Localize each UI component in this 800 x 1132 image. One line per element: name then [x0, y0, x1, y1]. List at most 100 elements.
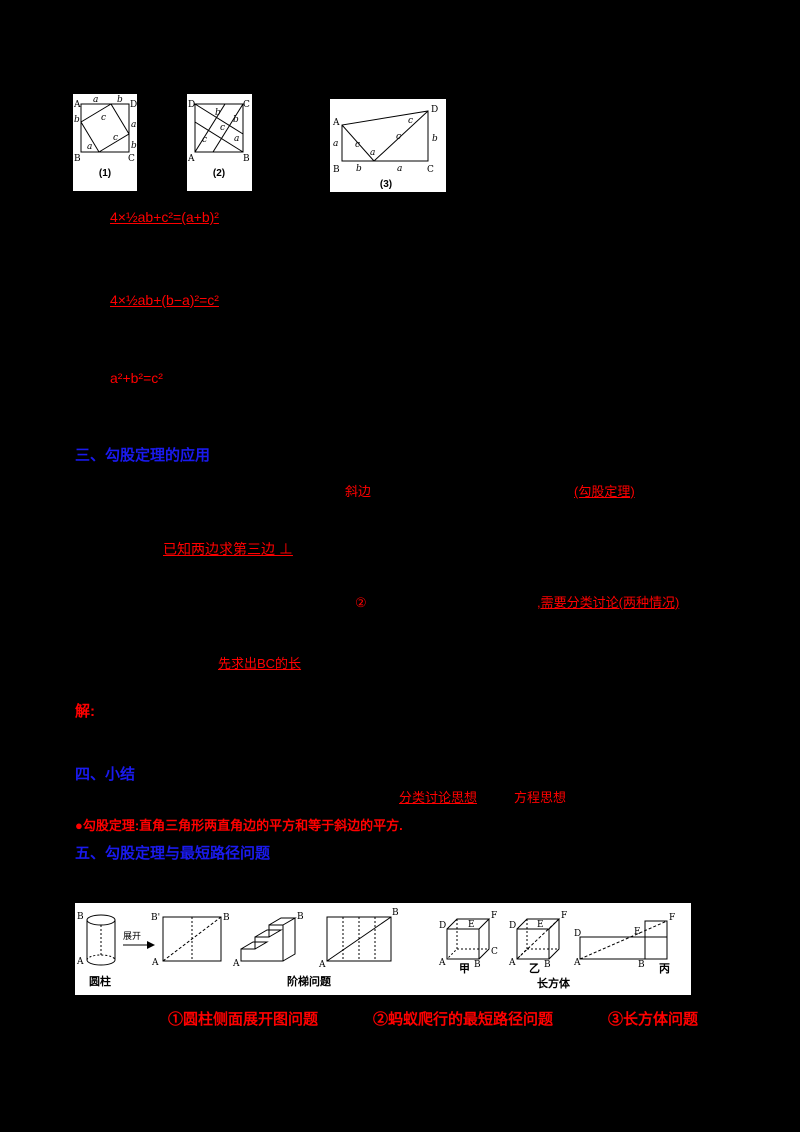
svg-text:a: a	[234, 134, 239, 144]
svg-text:A: A	[573, 958, 581, 968]
svg-text:B: B	[544, 960, 551, 970]
cuboid-yi-figure	[516, 918, 561, 960]
svg-text:c: c	[355, 140, 360, 150]
svg-text:D: D	[509, 921, 516, 931]
unroll-arrow	[123, 941, 155, 949]
staircase-flattened-rectangle	[326, 916, 392, 962]
svg-text:c: c	[113, 133, 118, 143]
svg-text:D: D	[574, 929, 581, 939]
svg-text:A: A	[151, 958, 159, 968]
cuboid-jia-tag: 甲	[459, 962, 470, 975]
svg-text:a: a	[397, 164, 402, 174]
svg-text:A: A	[332, 118, 340, 128]
square-with-crossing-cevians	[194, 103, 244, 153]
svg-text:E: E	[634, 927, 641, 937]
svg-text:A: A	[318, 960, 326, 970]
cylinder-figure	[86, 914, 116, 966]
svg-text:c: c	[408, 116, 413, 126]
equation-proof-2: 4×½ab+(b−a)²=c²	[110, 292, 219, 308]
svg-text:D: D	[130, 100, 137, 110]
cylinder-caption: 圆柱	[89, 974, 111, 988]
svg-text:a: a	[131, 120, 136, 130]
svg-text:a: a	[370, 148, 375, 158]
svg-text:B: B	[74, 154, 81, 164]
cuboid-jia-figure	[446, 918, 491, 960]
equation-proof-1: 4×½ab+c²=(a+b)²	[110, 209, 219, 225]
bottom-topic-3: ③长方体问题	[608, 1011, 699, 1028]
section-4-heading: 四、小结	[75, 766, 136, 783]
summary-theorem-statement: ●勾股定理:直角三角形两直角边的平方和等于斜边的平方.	[75, 818, 403, 833]
cuboid-yi-tag: 乙	[529, 962, 540, 975]
svg-text:B': B'	[151, 913, 160, 923]
svg-text:b: b	[432, 134, 438, 144]
solution-label: 解:	[75, 703, 95, 720]
svg-text:F: F	[561, 911, 567, 921]
svg-text:B: B	[223, 913, 230, 923]
bottom-topic-1: ①圆柱侧面展开图问题	[168, 1011, 319, 1028]
svg-text:B: B	[77, 912, 84, 922]
svg-text:b: b	[117, 95, 123, 105]
svg-text:E: E	[468, 920, 475, 930]
svg-text:A: A	[187, 154, 195, 164]
idea-equation: 方程思想	[514, 790, 567, 805]
cuboid-bing-tag: 丙	[659, 962, 670, 975]
svg-text:B: B	[474, 960, 481, 970]
svg-text:c: c	[202, 135, 207, 145]
staircase-caption: 阶梯问题	[287, 974, 332, 988]
unroll-arrow-label: 展开	[123, 931, 141, 942]
svg-text:a: a	[333, 139, 338, 149]
hint-use-theorem: (勾股定理)	[574, 484, 635, 499]
svg-text:a: a	[93, 95, 98, 105]
svg-text:b: b	[356, 164, 362, 174]
svg-text:a: a	[87, 142, 92, 152]
svg-text:F: F	[491, 911, 497, 921]
svg-text:b: b	[215, 108, 221, 118]
mark-circled-2: ②	[355, 595, 367, 610]
equation-result: a²+b²=c²	[110, 370, 163, 386]
unrolled-cylinder-rectangle	[162, 916, 222, 962]
cuboid-bing-unfolded-figure	[579, 920, 668, 960]
idea-case-discussion: 分类讨论思想	[399, 790, 478, 805]
svg-text:D: D	[431, 105, 438, 115]
svg-text:C: C	[128, 154, 135, 164]
svg-text:B: B	[243, 154, 250, 164]
hint-case-discussion: ,需要分类讨论(两种情况)	[537, 595, 680, 610]
figure1-caption: (1)	[99, 168, 111, 179]
figure-shortest-path-examples: 展开	[75, 903, 691, 995]
svg-text:F: F	[669, 913, 675, 923]
svg-text:C: C	[491, 947, 498, 957]
svg-text:b: b	[74, 115, 80, 125]
svg-text:A: A	[232, 959, 240, 969]
svg-text:A: A	[508, 958, 516, 968]
svg-text:b: b	[131, 141, 137, 151]
cuboid-caption: 长方体	[537, 976, 571, 990]
section-3-heading: 三、勾股定理的应用	[75, 447, 211, 464]
svg-text:B: B	[638, 960, 645, 970]
svg-text:D: D	[188, 100, 195, 110]
figure2-caption: (2)	[213, 168, 225, 179]
svg-text:c: c	[396, 132, 401, 142]
svg-text:b: b	[233, 115, 239, 125]
svg-text:D: D	[439, 921, 446, 931]
bottom-topic-2: ②蚂蚁爬行的最短路径问题	[373, 1011, 554, 1028]
outer-square-with-inscribed-square	[80, 103, 130, 153]
svg-text:B: B	[333, 165, 340, 175]
svg-text:E: E	[537, 920, 544, 930]
svg-text:B: B	[297, 912, 304, 922]
hint-hypotenuse: 斜边	[345, 484, 372, 499]
shortest-path-diagrams: 展开	[76, 908, 675, 990]
svg-text:A: A	[76, 957, 84, 967]
svg-text:c: c	[101, 113, 106, 123]
svg-text:B: B	[392, 908, 399, 918]
hint-known-sides: 已知两边求第三边 ⊥	[163, 541, 293, 557]
